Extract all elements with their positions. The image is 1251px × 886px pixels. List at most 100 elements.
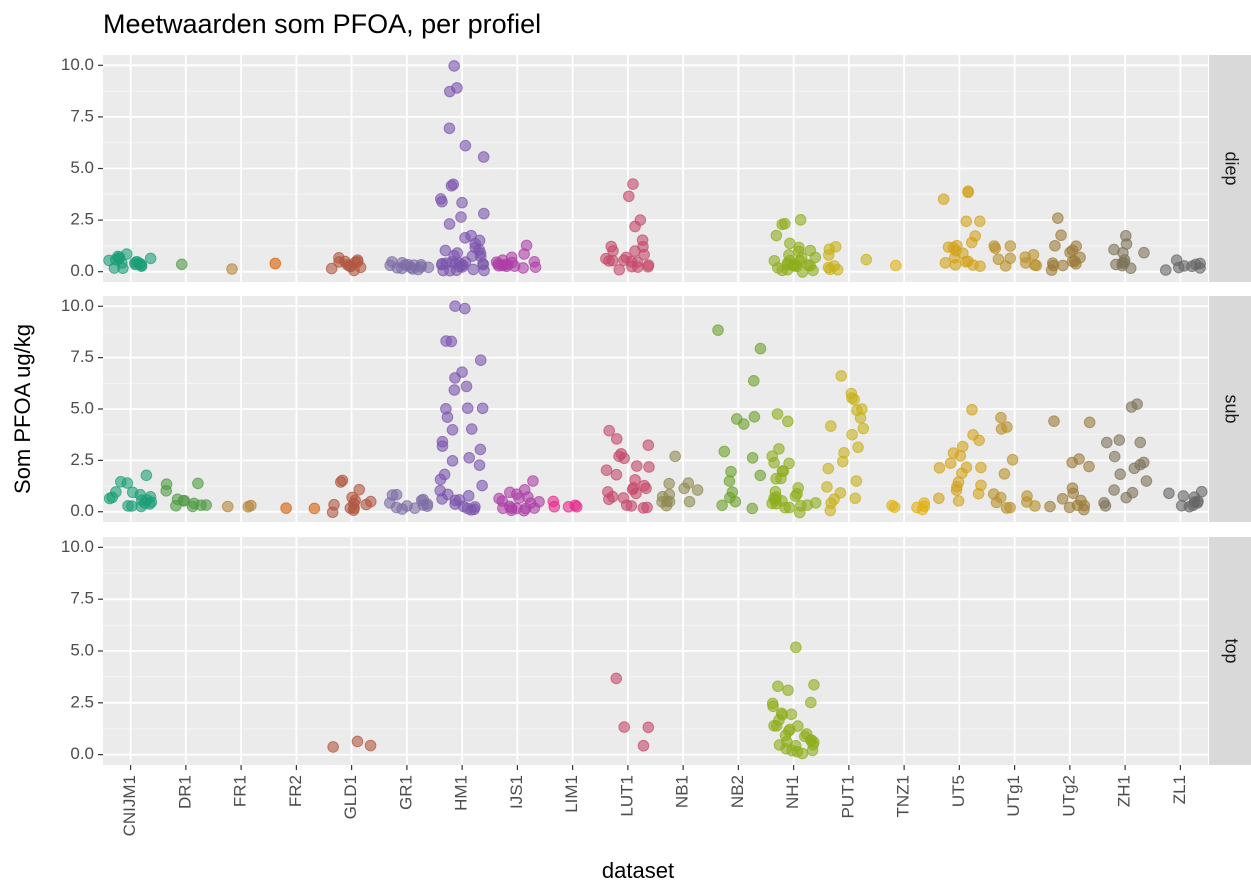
point (835, 370, 848, 382)
point (1114, 468, 1127, 481)
point (642, 260, 654, 273)
x-tick-label: NB1 (673, 775, 692, 808)
point (822, 261, 835, 274)
point (718, 445, 731, 458)
point (134, 488, 147, 501)
point (770, 720, 783, 732)
point (746, 452, 759, 464)
point (1069, 255, 1081, 268)
point (449, 300, 461, 312)
strip (1209, 55, 1251, 282)
x-axis-title: dataset (602, 858, 674, 883)
point (944, 457, 957, 470)
point (513, 492, 525, 504)
point (446, 455, 459, 467)
point (1159, 264, 1172, 276)
point (140, 469, 153, 482)
point (467, 263, 480, 276)
point (1083, 416, 1096, 429)
point (857, 422, 870, 435)
point (453, 257, 466, 270)
point (1177, 490, 1190, 502)
point (455, 211, 467, 223)
point (638, 248, 650, 261)
x-tick-label: GR1 (396, 775, 415, 810)
y-tick-label: 10.0 (61, 537, 94, 556)
point (974, 215, 986, 228)
point (384, 259, 396, 272)
point (226, 263, 238, 275)
y-tick-label: 10.0 (61, 55, 94, 74)
x-tick-label: UTg2 (1059, 775, 1078, 817)
point (269, 257, 282, 270)
point (637, 502, 650, 514)
point (782, 415, 794, 428)
point (860, 253, 873, 266)
point (966, 403, 978, 416)
point (618, 721, 631, 733)
point (783, 457, 795, 470)
point (807, 738, 819, 751)
strip-label: diep (1221, 151, 1241, 185)
point (443, 218, 456, 230)
point (460, 380, 473, 393)
point (459, 302, 471, 315)
point (642, 439, 655, 451)
point (1066, 456, 1078, 469)
point (995, 423, 1008, 435)
point (474, 354, 487, 366)
point (660, 499, 673, 512)
point (779, 501, 791, 514)
point (712, 324, 724, 336)
point (1045, 264, 1058, 276)
point (809, 251, 822, 264)
x-tick-label: ZH1 (1115, 775, 1134, 807)
point (933, 492, 945, 505)
point (348, 497, 360, 510)
point (417, 499, 430, 511)
point (308, 502, 321, 515)
point (456, 196, 468, 209)
point (678, 482, 691, 495)
point (364, 739, 377, 752)
point (1108, 450, 1121, 463)
point (446, 424, 459, 436)
point (948, 251, 961, 264)
point (850, 475, 863, 487)
point (160, 485, 172, 497)
point (441, 411, 454, 423)
point (474, 443, 487, 456)
point (642, 721, 655, 734)
strip-label: top (1221, 638, 1241, 663)
point (1163, 487, 1175, 500)
point (280, 502, 292, 514)
point (1055, 229, 1067, 242)
x-tick-label: FR2 (286, 775, 305, 807)
point (606, 254, 619, 267)
point (610, 433, 623, 445)
point (772, 680, 784, 693)
point (747, 375, 760, 387)
point (716, 499, 728, 512)
point (434, 473, 447, 486)
point (1083, 460, 1095, 473)
point (972, 487, 985, 500)
strip-label: sub (1221, 394, 1241, 423)
point (1078, 503, 1090, 516)
point (335, 476, 347, 488)
point (998, 468, 1011, 480)
point (992, 253, 1005, 266)
point (808, 679, 820, 691)
point (989, 242, 1002, 254)
point (1067, 487, 1079, 500)
point (960, 215, 973, 228)
y-tick-label: 7.5 (70, 589, 94, 608)
point (605, 240, 618, 253)
x-tick-label: NB2 (728, 775, 747, 808)
point (1125, 401, 1138, 413)
strip (1209, 296, 1251, 522)
point (436, 440, 449, 452)
point (962, 186, 974, 199)
point (221, 500, 234, 513)
point (325, 262, 338, 275)
